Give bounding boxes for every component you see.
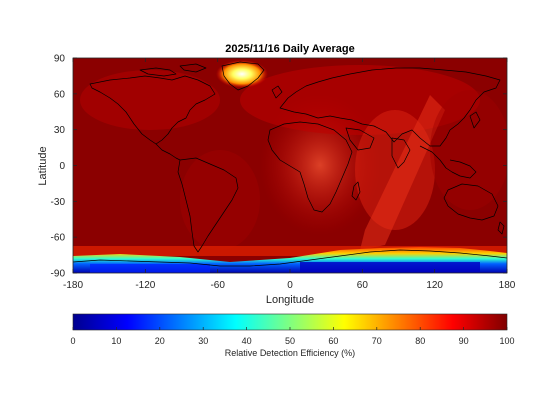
y-tick-label: 90 (54, 54, 66, 65)
colorbar-label: Relative Detection Efficiency (%) (225, 348, 355, 358)
colorbar-tick-label: 60 (328, 336, 338, 346)
field-north-america-zone (80, 70, 220, 130)
coast-africa (267, 121, 353, 213)
field-greenland-hotspot (216, 60, 268, 88)
coast-greenland (221, 61, 265, 91)
colorbar-tick-label: 0 (70, 336, 75, 346)
x-tick-label: -60 (210, 280, 225, 291)
coastlines (73, 61, 507, 267)
colorbar-ticks: 0 10 20 30 40 50 60 70 80 90 100 (70, 327, 515, 346)
y-tick-label: -60 (51, 233, 66, 244)
y-tick-label: 30 (54, 125, 66, 136)
coast-eurasia (279, 67, 501, 147)
coast-central-america (155, 143, 181, 161)
field-antarctica-west (90, 264, 210, 273)
x-tick-label: -180 (63, 280, 83, 291)
coast-british-isles (271, 85, 283, 99)
x-tick-label: 120 (426, 280, 443, 291)
x-tick-label: 180 (499, 280, 516, 291)
coast-arctic-islands (139, 63, 207, 77)
y-tick-label: 60 (54, 89, 66, 100)
field-southern-ocean-band (73, 246, 507, 256)
field-pacific-west-zone (430, 90, 507, 210)
map-plot-area (73, 58, 507, 273)
y-tick-label: -30 (51, 197, 66, 208)
colorbar-tick-label: 50 (285, 336, 295, 346)
coast-north-america (89, 75, 216, 145)
coast-arabia (345, 127, 375, 151)
field-diagonal-swath (360, 95, 445, 250)
x-axis-ticks: -180 -120 -60 0 60 120 180 (63, 58, 516, 291)
coast-japan (469, 111, 481, 129)
colorbar-tick-label: 90 (459, 336, 469, 346)
y-tick-label: 0 (59, 161, 65, 172)
colorbar-tick-label: 100 (499, 336, 514, 346)
colorbar-tick-label: 40 (242, 336, 252, 346)
colorbar-tick-label: 70 (372, 336, 382, 346)
x-tick-label: -120 (135, 280, 155, 291)
y-tick-label: -90 (51, 269, 66, 280)
colorbar-tick-label: 30 (198, 336, 208, 346)
colorbar-tick-label: 10 (111, 336, 121, 346)
x-tick-label: 0 (287, 280, 293, 291)
x-axis-label: Longitude (266, 294, 314, 306)
field-south-america-zone (180, 150, 260, 250)
x-tick-label: 60 (357, 280, 369, 291)
coast-australia (443, 183, 499, 221)
coast-madagascar (351, 181, 361, 201)
coast-southeast-asia (419, 145, 477, 179)
coast-south-america (177, 157, 239, 253)
coast-new-zealand (497, 221, 505, 235)
colorbar-tick-label: 80 (415, 336, 425, 346)
colorbar-tick-label: 20 (155, 336, 165, 346)
y-axis-ticks: 90 60 30 0 -30 -60 -90 (51, 54, 507, 280)
map-title: 2025/11/16 Daily Average (225, 43, 354, 55)
y-axis-label: Latitude (37, 146, 49, 185)
coast-india (391, 137, 411, 169)
coast-antarctica (73, 249, 507, 267)
field-antarctica-core (300, 262, 480, 273)
